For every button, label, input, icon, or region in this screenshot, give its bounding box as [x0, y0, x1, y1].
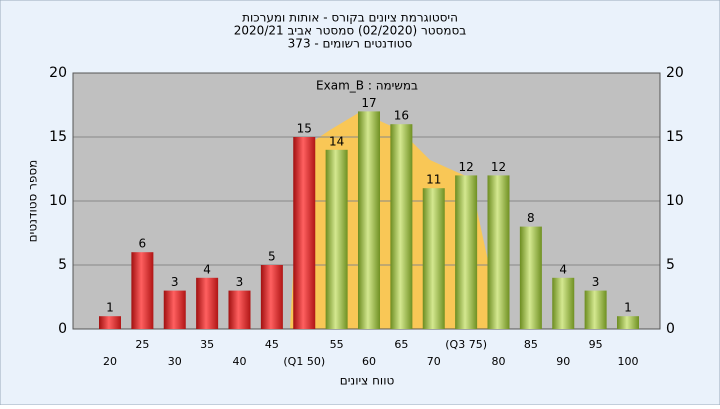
bar	[163, 290, 186, 329]
x-tick-label: 65	[394, 338, 408, 351]
bar	[617, 316, 639, 329]
value-label: 3	[236, 275, 244, 289]
bar	[131, 252, 154, 329]
value-label: 1	[106, 301, 114, 315]
value-label: 6	[139, 237, 147, 251]
x-tick-label: 45	[265, 338, 279, 351]
value-label: 8	[527, 211, 535, 225]
x-tick-label: 60	[362, 355, 376, 368]
y2-tick-label: 5	[666, 257, 675, 273]
y-axis-label: מספר סטודנטים	[26, 160, 40, 243]
bar	[228, 290, 251, 329]
x-tick-label: 70	[427, 355, 441, 368]
y-tick-label: 20	[49, 65, 67, 81]
x-tick-label: 100	[618, 355, 639, 368]
x-tick-label: 40	[233, 355, 247, 368]
y2-tick-label: 20	[666, 65, 684, 81]
value-label: 3	[592, 275, 600, 289]
y2-tick-label: 0	[666, 321, 675, 337]
x-tick-label: 25	[135, 338, 149, 351]
y-tick-label: 5	[58, 257, 67, 273]
x-tick-label: 55	[330, 338, 344, 351]
y2-tick-label: 10	[666, 193, 684, 209]
bar	[584, 290, 607, 329]
x-tick-label: 35	[200, 338, 214, 351]
subtitle: Exam_B : במשימה	[316, 79, 418, 93]
y2-tick-label: 15	[666, 129, 684, 145]
x-tick-label: 20	[103, 355, 117, 368]
value-label: 11	[426, 173, 441, 187]
value-label: 17	[361, 96, 376, 110]
y-tick-label: 0	[58, 321, 67, 337]
value-label: 1	[624, 301, 632, 315]
x-tick-label: 95	[589, 338, 603, 351]
bar	[552, 277, 575, 329]
value-label: 4	[203, 262, 211, 276]
x-tick-label: (Q1 50)	[283, 355, 325, 368]
bar	[358, 111, 380, 330]
value-label: 5	[268, 250, 276, 264]
x-axis-label: טווח ציונים	[340, 374, 395, 388]
value-label: 14	[329, 134, 344, 148]
bar	[196, 277, 219, 329]
value-label: 16	[394, 109, 409, 123]
value-label: 12	[458, 160, 473, 174]
title-line: היסטוגרמת ציונים בקורס - אותות ומערכות	[242, 11, 458, 25]
bar	[487, 175, 510, 329]
title-line: בסמסטר (02/2020) סמסטר אביב 2020/21	[234, 24, 466, 38]
y-tick-label: 15	[49, 129, 67, 145]
x-tick-label: 90	[556, 355, 570, 368]
x-tick-label: 80	[492, 355, 506, 368]
bar	[519, 226, 542, 329]
value-label: 15	[297, 122, 312, 136]
value-label: 4	[559, 262, 567, 276]
bar	[260, 265, 283, 329]
bar	[422, 188, 445, 329]
x-tick-label: 85	[524, 338, 538, 351]
value-label: 3	[171, 275, 179, 289]
bar	[325, 149, 348, 329]
x-tick-label: 30	[168, 355, 182, 368]
x-tick-label: (Q3 75)	[445, 338, 487, 351]
title-line: סטודנטים רשומים - 373	[288, 37, 413, 51]
y-tick-label: 10	[49, 193, 67, 209]
bar	[390, 124, 413, 329]
bar	[455, 175, 478, 329]
bar	[99, 316, 121, 329]
value-label: 12	[491, 160, 506, 174]
bar	[293, 137, 316, 329]
